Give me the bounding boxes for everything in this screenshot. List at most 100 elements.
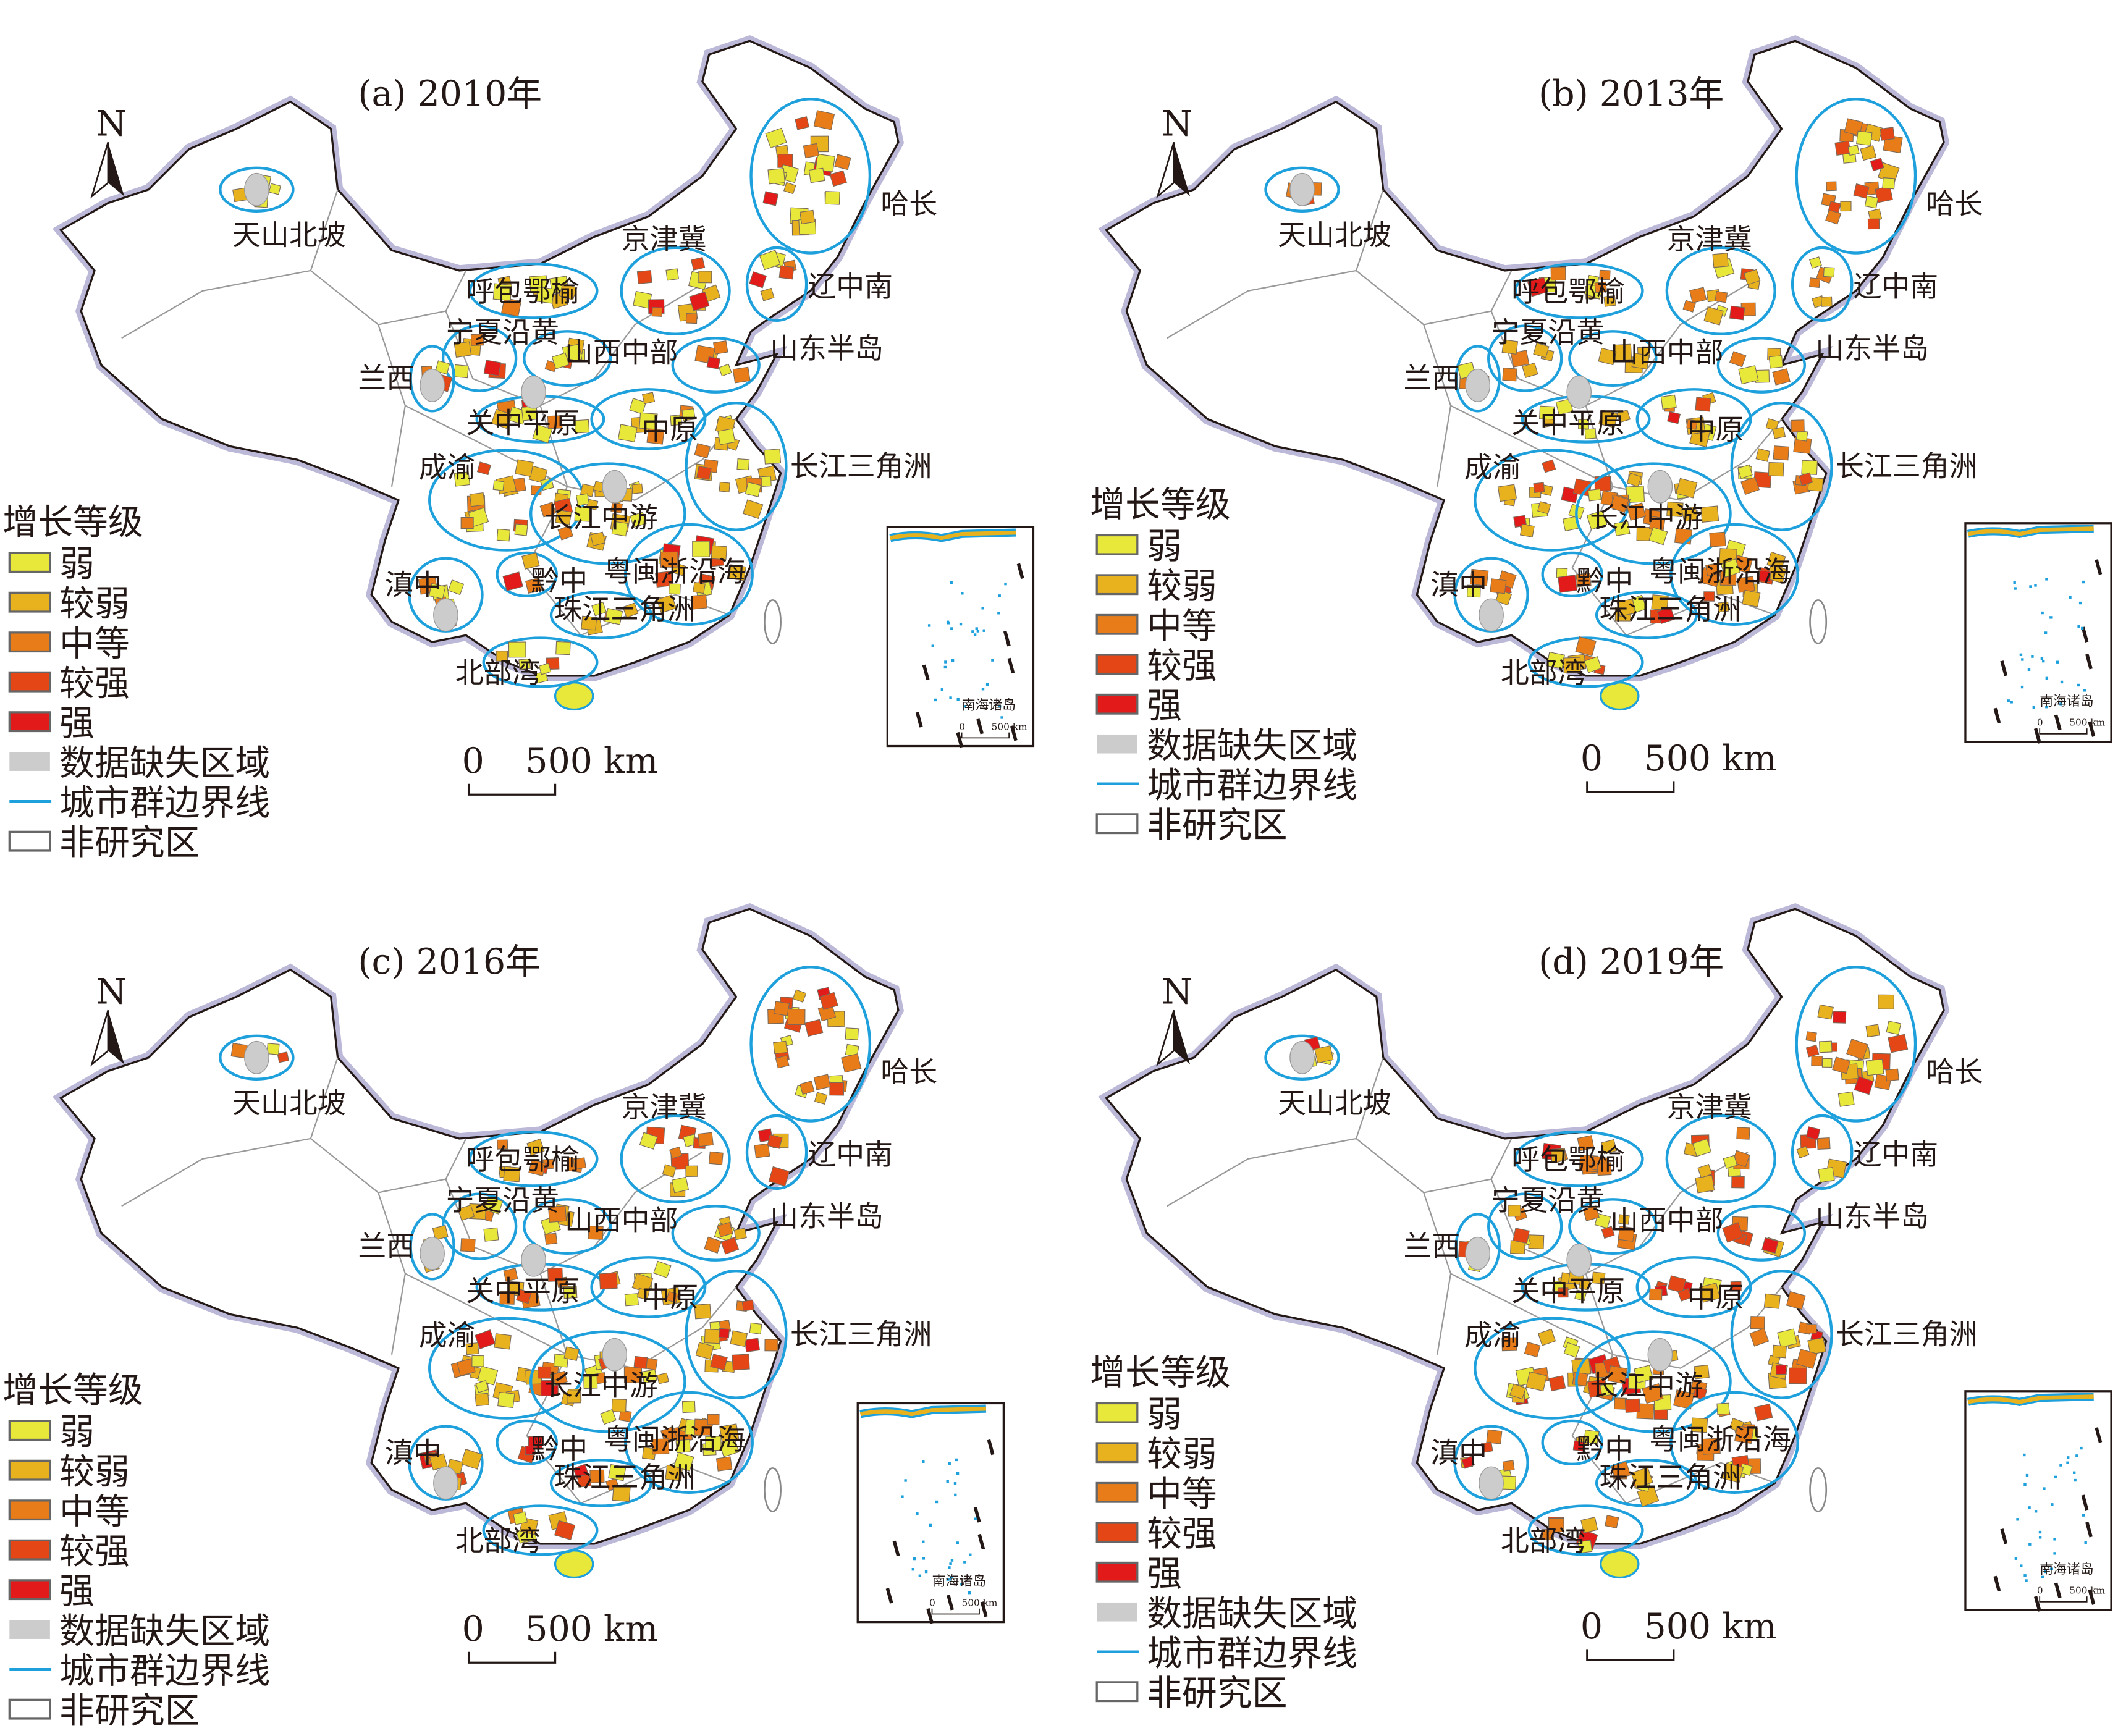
city-unit — [1584, 428, 1597, 439]
region-label: 长江三角洲 — [790, 449, 932, 482]
inset-title: 南海诸岛 — [962, 697, 1016, 713]
urban-agglomeration — [1716, 1205, 1806, 1262]
city-unit — [503, 1268, 518, 1282]
city-unit — [1796, 1349, 1818, 1369]
city-unit — [732, 366, 751, 384]
city-unit — [778, 265, 795, 280]
city-unit — [1548, 1375, 1566, 1392]
region-label: 天山北坡 — [1278, 1086, 1391, 1119]
island-dot — [959, 622, 963, 626]
city-unit — [544, 1232, 558, 1245]
island-dot — [985, 683, 989, 686]
island-dot — [2013, 581, 2016, 584]
region-label: 长江三角洲 — [1836, 449, 1978, 482]
city-unit — [457, 1204, 475, 1221]
city-unit — [1501, 1337, 1517, 1352]
legend-label: 较弱 — [1147, 1434, 1217, 1475]
island-dot — [2044, 631, 2048, 634]
city-unit — [829, 1082, 845, 1096]
urban-agglomeration — [624, 523, 754, 626]
region-label: 呼包鄂榆 — [466, 275, 580, 308]
city-unit — [706, 356, 721, 369]
city-unit — [1744, 269, 1761, 285]
south-china-sea-inset: 南海诸岛 0 500 km — [1964, 522, 2112, 744]
urban-agglomeration — [590, 1256, 707, 1318]
inset-scale-zero: 0 — [2037, 1585, 2043, 1596]
scale-bar — [467, 1651, 557, 1664]
region-label: 京津冀 — [622, 222, 707, 256]
region-label: 中原 — [1687, 1281, 1744, 1314]
city-unit — [800, 1081, 815, 1095]
legend-label: 弱 — [59, 544, 95, 584]
legend-swatch — [1095, 1681, 1139, 1703]
urban-agglomeration — [671, 1205, 761, 1262]
agglomeration-boundary — [1568, 1198, 1658, 1255]
inset-scale-zero: 0 — [929, 1597, 935, 1608]
region-label: 关中平原 — [466, 406, 580, 439]
city-unit — [521, 552, 540, 570]
city-unit — [534, 670, 549, 684]
inset-frame — [886, 526, 1035, 748]
inset-scale-distance: 500 km — [2069, 1585, 2105, 1596]
urban-agglomeration — [1730, 1270, 1833, 1399]
island-dot — [947, 622, 950, 625]
region-label: 山东半岛 — [1815, 332, 1929, 365]
island-dot — [960, 1583, 963, 1586]
city-unit — [1700, 505, 1719, 523]
city-unit — [1720, 558, 1741, 578]
missing-data-area — [1465, 1236, 1491, 1270]
city-unit — [1626, 502, 1647, 521]
city-unit — [1886, 1021, 1902, 1035]
region-label: 兰西 — [1403, 1229, 1460, 1263]
agglomeration-boundary — [529, 462, 686, 565]
island-dot — [2083, 689, 2086, 692]
dashed-boundary-mark — [977, 1533, 985, 1550]
legend-swatch — [8, 671, 51, 693]
urban-agglomeration — [1665, 1114, 1776, 1203]
city-unit — [673, 1452, 694, 1472]
city-unit — [813, 1074, 831, 1090]
city-unit — [656, 594, 677, 613]
city-unit — [538, 662, 552, 675]
city-unit — [1828, 201, 1841, 213]
island-dot — [2025, 1473, 2029, 1477]
legend-label: 城市群边界线 — [1147, 1633, 1357, 1674]
city-unit — [573, 1157, 586, 1170]
city-unit — [469, 492, 486, 507]
legend-title: 增长等级 — [2, 502, 143, 542]
agglomeration-boundary — [523, 330, 612, 387]
agglomeration-boundary — [1716, 337, 1806, 394]
island-dot — [2014, 1557, 2018, 1560]
city-unit — [1642, 1383, 1664, 1404]
dashed-boundary-mark — [976, 718, 984, 735]
city-unit — [475, 1329, 496, 1350]
region-label: 黔中 — [531, 1432, 588, 1465]
dashed-boundary-mark — [2085, 654, 2093, 670]
city-unit — [694, 443, 711, 459]
agglomeration-boundary — [671, 337, 761, 394]
city-unit — [732, 1354, 750, 1371]
city-unit — [1819, 1040, 1833, 1053]
city-unit — [268, 183, 281, 195]
agglomeration-boundary — [1527, 1504, 1644, 1556]
agglomeration-boundary — [496, 1419, 558, 1466]
missing-data-area — [521, 1243, 546, 1277]
urban-agglomeration — [1514, 262, 1644, 319]
urban-agglomeration — [1487, 1192, 1563, 1260]
island-dot — [2043, 1487, 2046, 1490]
city-unit — [1607, 1365, 1628, 1384]
city-unit — [1467, 584, 1481, 598]
scale-zero: 0 — [462, 1609, 484, 1650]
north-arrow-icon — [1173, 1010, 1191, 1064]
city-unit — [1734, 1425, 1754, 1444]
inset-title: 南海诸岛 — [2040, 1562, 2093, 1577]
hainan-island — [1600, 1549, 1640, 1579]
island-dot — [2031, 655, 2034, 658]
missing-data-area — [1289, 1040, 1315, 1074]
north-label: N — [1162, 103, 1192, 144]
legend-label: 较强 — [59, 1532, 130, 1572]
legend-swatch — [8, 1420, 51, 1441]
region-label: 中原 — [1687, 413, 1744, 446]
city-unit — [768, 1166, 790, 1187]
island-dot — [2069, 596, 2072, 599]
